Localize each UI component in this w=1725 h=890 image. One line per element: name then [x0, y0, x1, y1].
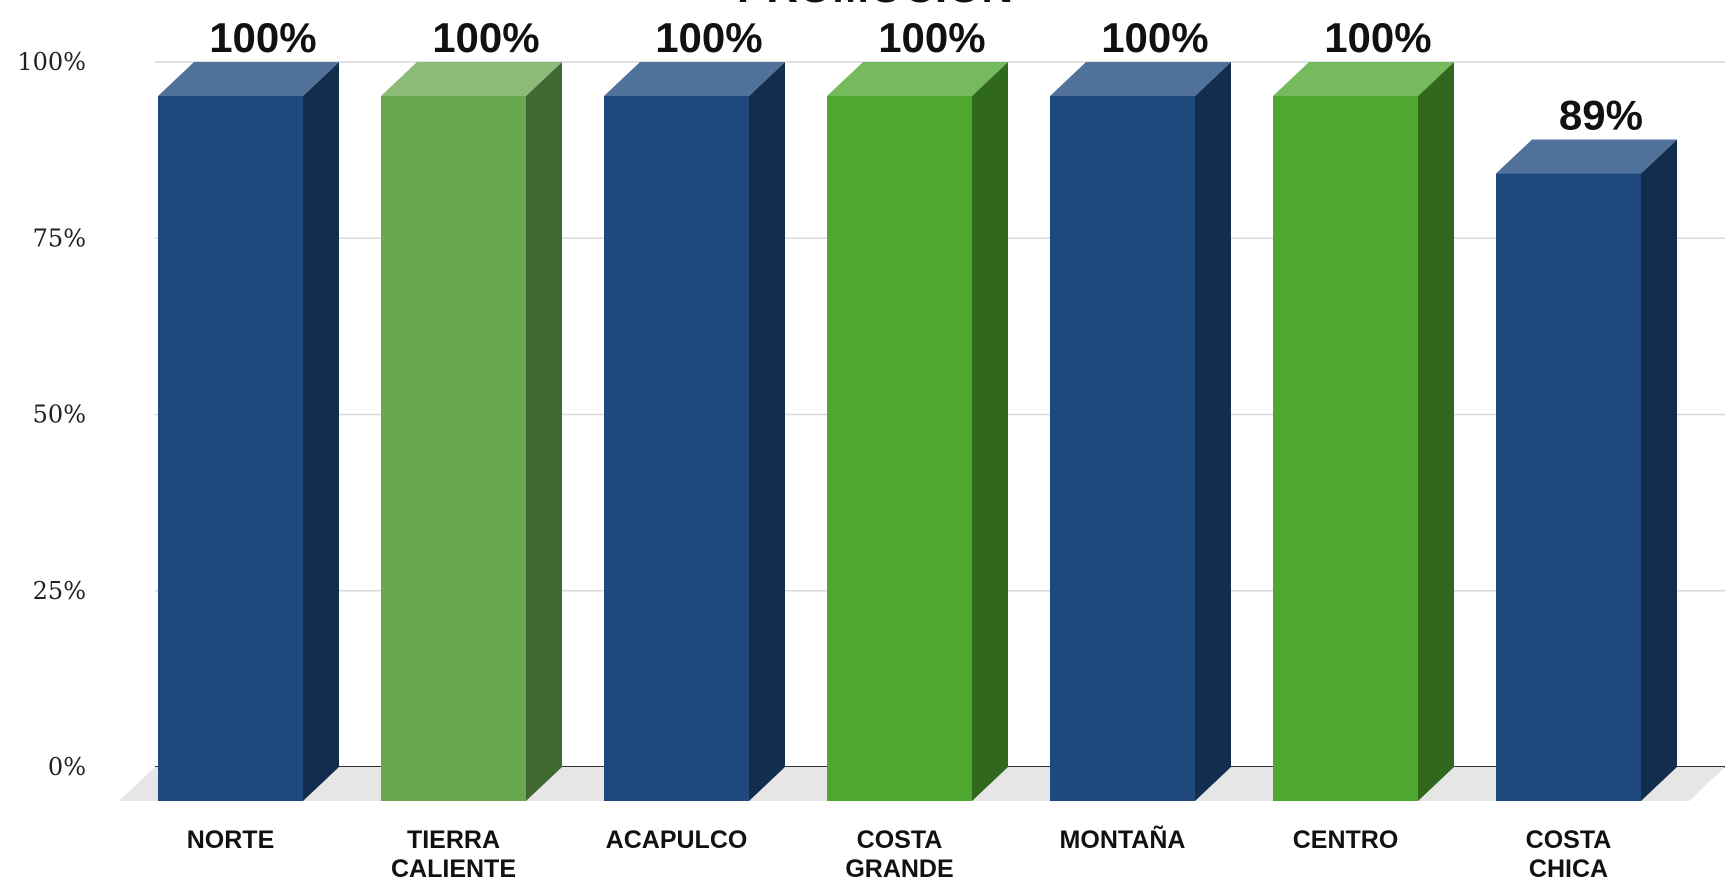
bar-top [1050, 62, 1231, 96]
bar-2 [381, 62, 562, 801]
bar-front [604, 96, 749, 801]
data-label: 100% [655, 14, 762, 61]
y-tick-label: 25% [33, 577, 86, 605]
x-tick-label: COSTA [1526, 826, 1612, 854]
chart-title: PROMOCIÓN [737, 0, 1013, 12]
x-tick-label: ACAPULCO [606, 826, 748, 854]
bar-1 [158, 62, 339, 801]
x-tick-label: NORTE [187, 826, 275, 854]
x-tick-label: GRANDE [845, 855, 953, 883]
bars [158, 62, 1677, 802]
x-tick-label: TIERRA [407, 826, 500, 854]
bar-top [604, 62, 785, 96]
bar-front [1273, 96, 1418, 801]
bar-front [827, 96, 972, 801]
bar-top [1496, 139, 1677, 174]
bar-side [526, 62, 562, 801]
data-label: 89% [1559, 92, 1643, 139]
y-tick-label: 75% [33, 224, 86, 252]
bar-side [972, 62, 1008, 801]
bar-side [303, 62, 339, 801]
bar-front [1050, 96, 1195, 801]
y-axis-tick-labels: 0% 25% 50% 75% 100% [17, 48, 86, 781]
bar-top [827, 62, 1008, 96]
bar-6 [1273, 62, 1454, 801]
x-tick-label: CHICA [1529, 855, 1608, 883]
data-label: 100% [878, 14, 985, 61]
y-tick-label: 100% [17, 48, 86, 76]
bar-4 [827, 62, 1008, 801]
bar-3 [604, 62, 785, 801]
data-label: 100% [432, 14, 539, 61]
bar-front [1496, 173, 1641, 802]
x-tick-label: COSTA [857, 826, 943, 854]
x-tick-label: CENTRO [1293, 826, 1399, 854]
data-label: 100% [209, 14, 316, 61]
bar-side [749, 62, 785, 801]
y-tick-label: 50% [33, 401, 86, 429]
bar-top [381, 62, 562, 96]
x-tick-label: MONTAÑA [1060, 824, 1186, 854]
bar-front [381, 96, 526, 801]
bar-side [1195, 62, 1231, 801]
bar-front [158, 96, 303, 801]
value-labels: 100% 100% 100% 100% 100% 100% 89% [209, 14, 1643, 139]
y-tick-label: 0% [48, 753, 86, 781]
x-tick-label: CALIENTE [391, 855, 516, 883]
data-label: 100% [1324, 14, 1431, 61]
bar-side [1418, 62, 1454, 801]
data-label: 100% [1101, 14, 1208, 61]
bar-top [1273, 62, 1454, 96]
bar-7 [1496, 139, 1677, 802]
bar-top [158, 62, 339, 96]
bar-5 [1050, 62, 1231, 801]
bar-side [1641, 139, 1677, 802]
